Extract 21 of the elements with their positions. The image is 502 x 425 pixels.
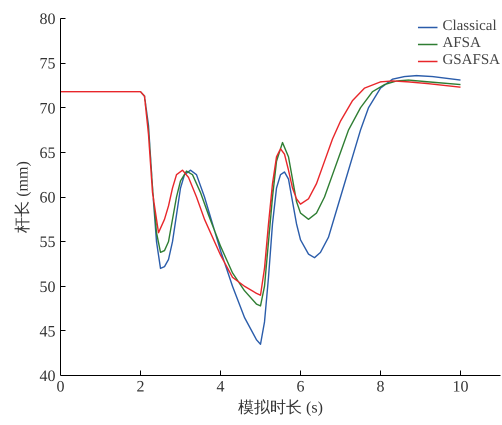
legend-label: Classical	[442, 18, 497, 35]
legend-label: AFSA	[442, 35, 481, 52]
y-tick-label: 40	[40, 368, 56, 385]
x-tick-label: 10	[452, 378, 468, 396]
x-axis-title: 模拟时长 (s)	[238, 398, 323, 416]
y-axis-title: 杆长 (mm)	[14, 161, 32, 234]
y-tick-label: 70	[40, 100, 56, 118]
y-tick-label: 75	[40, 56, 56, 73]
x-tick-label: 4	[216, 378, 224, 396]
y-tick-label: 65	[40, 144, 56, 162]
x-tick-label: 8	[376, 378, 384, 396]
y-tick-label: 80	[40, 11, 56, 28]
line-series	[60, 80, 462, 296]
x-tick-label: 6	[296, 378, 304, 396]
y-tick-label: 50	[40, 278, 56, 296]
y-tick-label: 55	[40, 234, 56, 252]
y-tick-label: 45	[40, 323, 56, 340]
legend-label: GSAFSA	[442, 52, 500, 69]
x-tick-label: 0	[56, 378, 64, 396]
x-tick-label: 2	[136, 378, 144, 396]
y-tick-label: 60	[40, 190, 56, 206]
